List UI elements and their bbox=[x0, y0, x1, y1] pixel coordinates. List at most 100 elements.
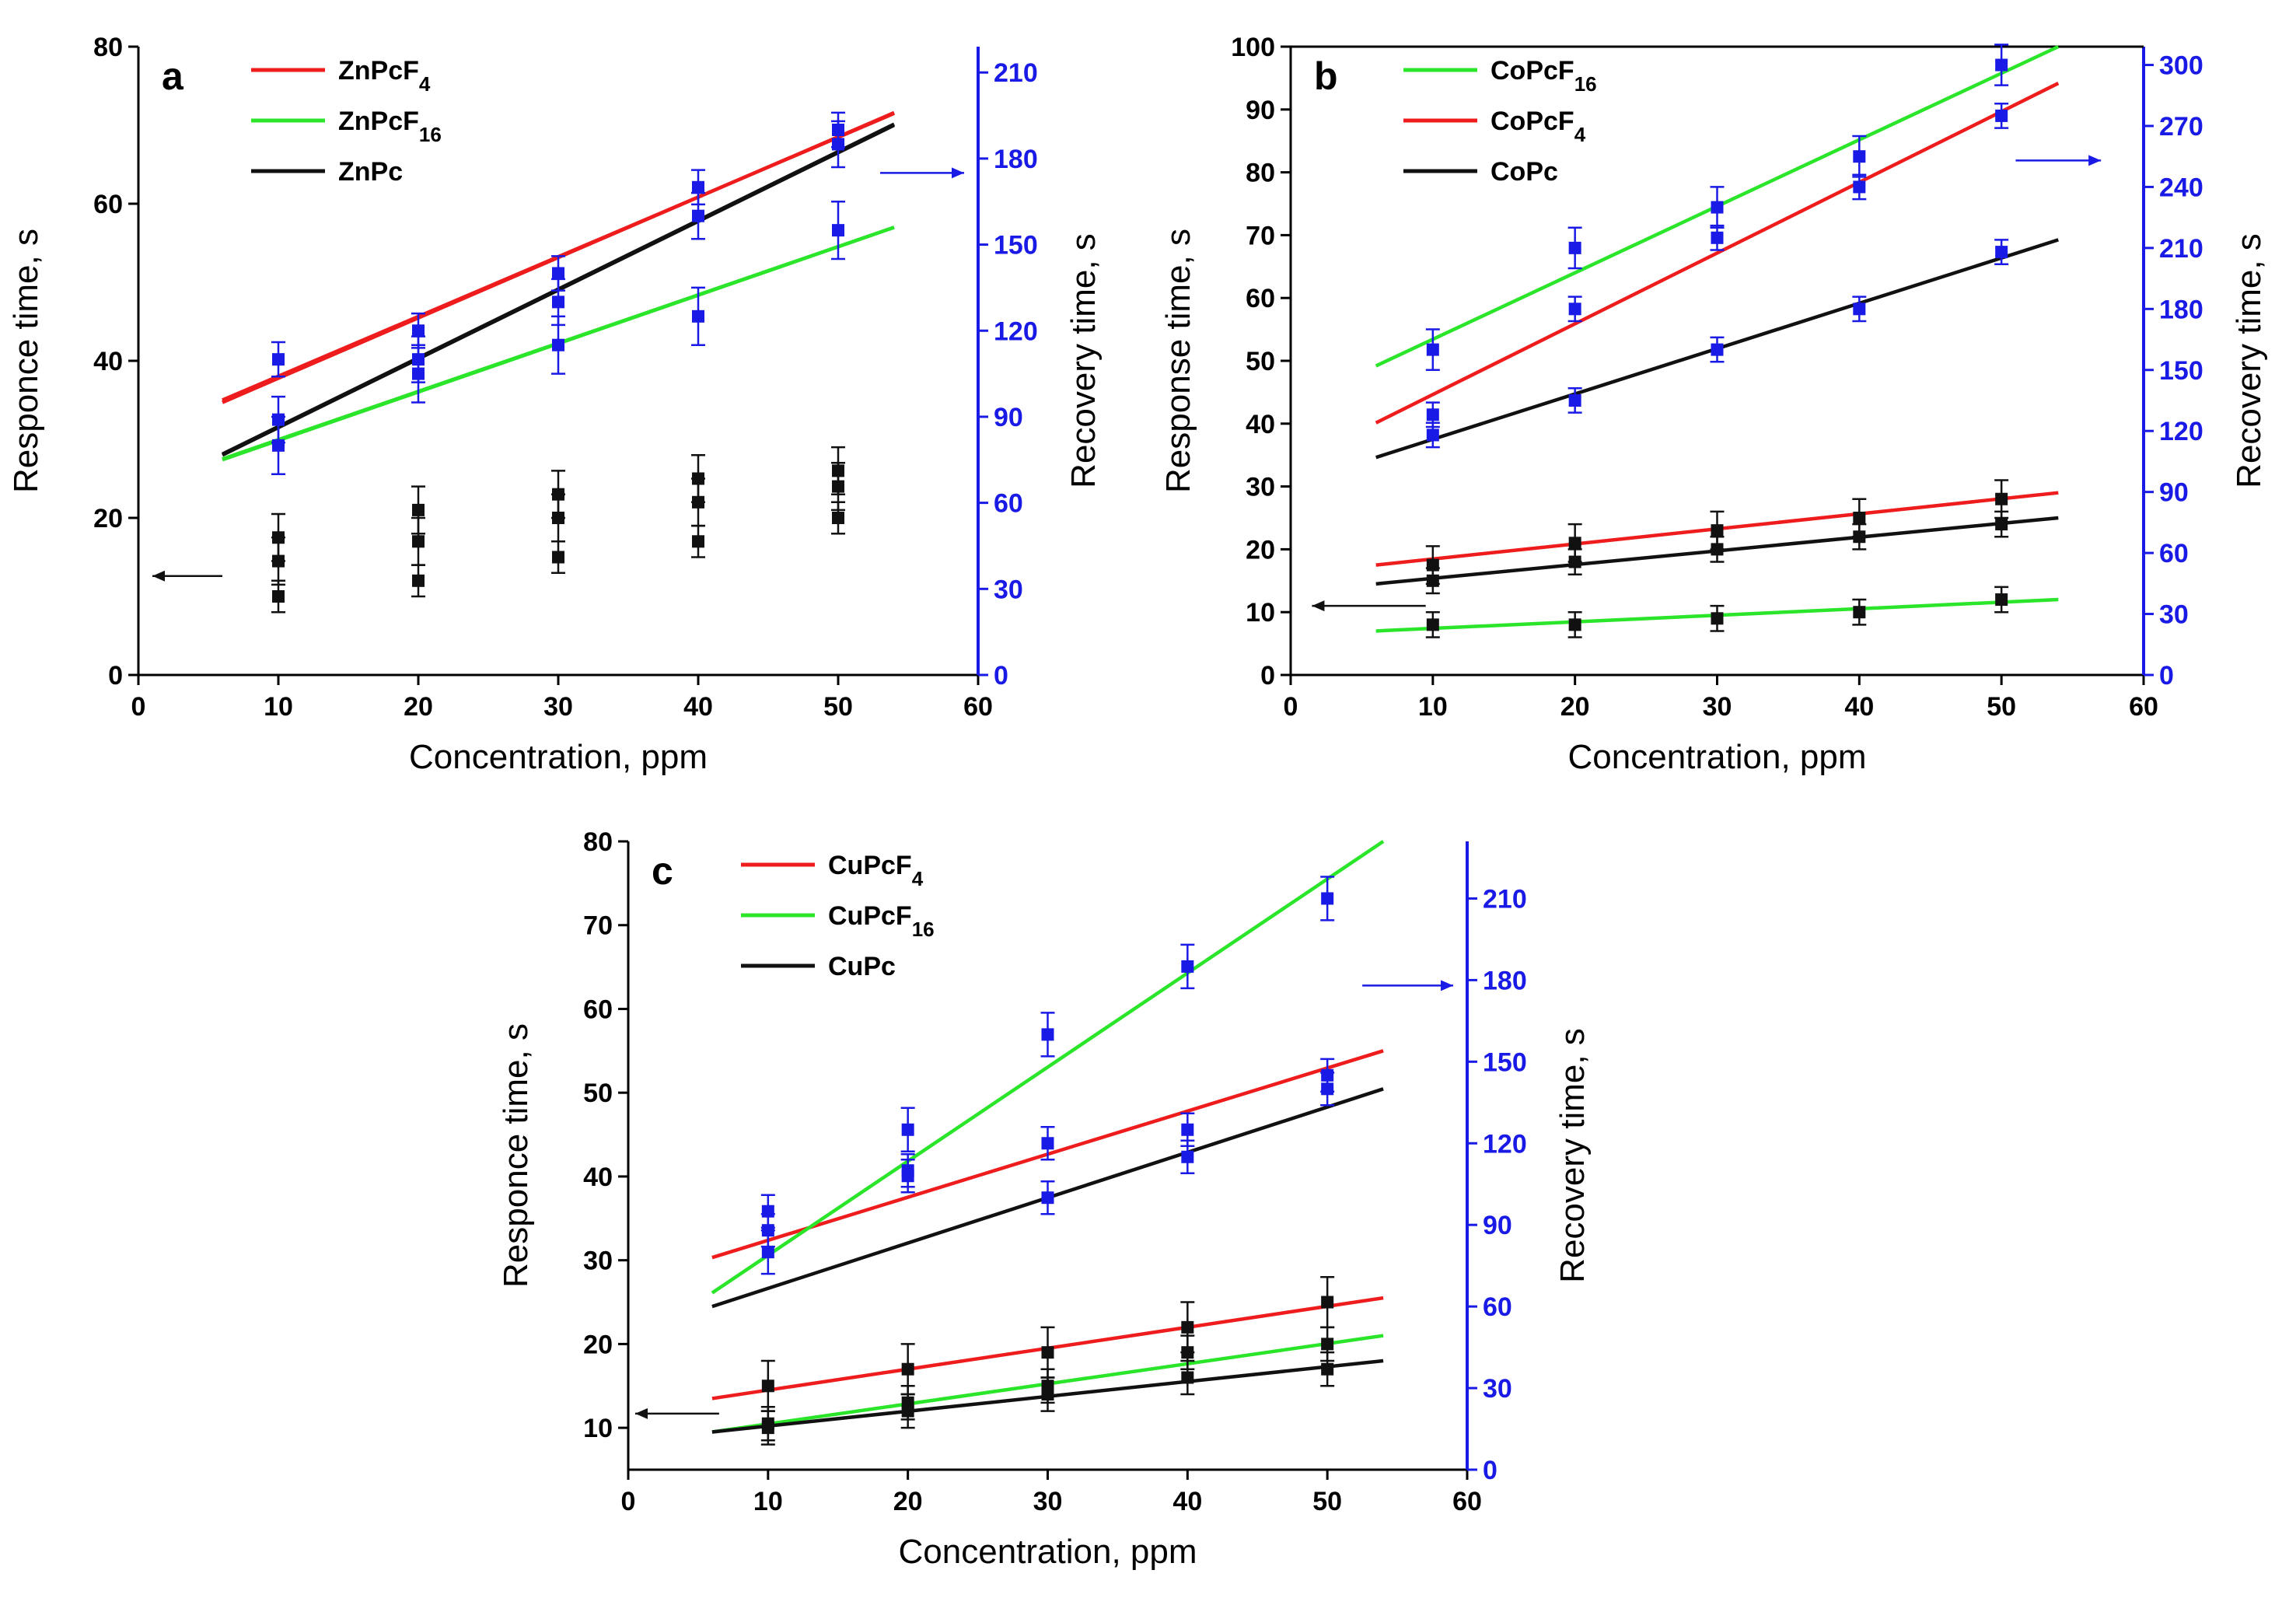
left-y-tick-label: 10 bbox=[1246, 598, 1275, 628]
left-y-tick-label: 70 bbox=[583, 911, 613, 941]
right-y-tick-label: 210 bbox=[994, 58, 1038, 88]
data-point bbox=[1568, 555, 1581, 568]
x-tick-label: 0 bbox=[1284, 692, 1298, 722]
data-point bbox=[1853, 150, 1866, 163]
right-y-tick-label: 0 bbox=[994, 661, 1008, 691]
x-tick-label: 40 bbox=[1172, 1487, 1202, 1516]
data-point bbox=[412, 535, 425, 548]
right-y-tick-label: 180 bbox=[1483, 966, 1527, 995]
right-y-tick-label: 120 bbox=[1483, 1129, 1527, 1159]
legend-label: CuPcF4 bbox=[828, 851, 924, 890]
left-y-tick-label: 90 bbox=[1246, 96, 1275, 125]
data-point bbox=[1426, 618, 1439, 631]
data-point bbox=[1853, 180, 1866, 194]
legend-label: ZnPcF4 bbox=[338, 56, 431, 96]
left-y-axis-label: Responce time, s bbox=[7, 229, 45, 493]
left-y-tick-label: 30 bbox=[583, 1247, 613, 1276]
data-point bbox=[1568, 241, 1581, 254]
fit-line bbox=[1375, 82, 2060, 425]
x-tick-label: 10 bbox=[1418, 692, 1448, 722]
data-point bbox=[1995, 492, 2008, 505]
data-point bbox=[1995, 109, 2008, 122]
data-point bbox=[692, 180, 704, 194]
legend-subscript: 4 bbox=[912, 867, 924, 890]
x-tick-label: 60 bbox=[963, 692, 993, 722]
data-point bbox=[1853, 530, 1866, 544]
right-y-tick-label: 150 bbox=[994, 231, 1038, 261]
legend-label: ZnPc bbox=[338, 157, 403, 187]
legend-item: CoPc bbox=[1403, 157, 1558, 187]
left-y-axis-label: Responce time, s bbox=[497, 1023, 535, 1288]
data-point bbox=[1181, 1346, 1194, 1359]
data-point bbox=[1711, 343, 1724, 356]
left-y-tick-label: 100 bbox=[1231, 33, 1275, 62]
data-point bbox=[761, 1246, 774, 1259]
data-point bbox=[1041, 1346, 1054, 1359]
left-y-tick-label: 40 bbox=[1246, 410, 1275, 439]
data-point bbox=[692, 309, 704, 323]
left-y-tick-label: 40 bbox=[93, 347, 123, 376]
data-point bbox=[832, 512, 844, 524]
legend-label: CoPcF4 bbox=[1490, 107, 1586, 146]
left-y-tick-label: 50 bbox=[583, 1079, 613, 1108]
right-y-tick-label: 30 bbox=[2159, 600, 2189, 630]
data-point bbox=[412, 324, 425, 337]
x-tick-label: 30 bbox=[1033, 1487, 1063, 1516]
left-y-tick-label: 60 bbox=[1246, 284, 1275, 313]
data-point bbox=[761, 1421, 774, 1435]
data-point bbox=[1995, 593, 2008, 607]
data-point bbox=[901, 1123, 914, 1136]
legend-subscript: 4 bbox=[419, 72, 431, 96]
left-y-tick-label: 30 bbox=[1246, 473, 1275, 502]
data-point bbox=[1711, 524, 1724, 537]
data-point bbox=[1181, 1320, 1194, 1334]
data-point bbox=[761, 1224, 774, 1237]
left-y-tick-label: 60 bbox=[583, 995, 613, 1024]
data-point bbox=[1321, 1296, 1334, 1309]
right-y-tick-label: 90 bbox=[2159, 478, 2189, 508]
x-axis-label: Concentration, ppm bbox=[1568, 738, 1867, 776]
data-point bbox=[1568, 393, 1581, 407]
legend-item: ZnPcF16 bbox=[251, 107, 442, 146]
left-y-tick-label: 50 bbox=[1246, 347, 1275, 376]
data-point bbox=[1426, 428, 1439, 442]
right-y-tick-label: 180 bbox=[2159, 295, 2203, 324]
data-point bbox=[1426, 408, 1439, 421]
legend-subscript: 16 bbox=[912, 918, 935, 941]
panel-b: 0 10 20 30 40 50 60010203040506070809010003060… bbox=[1159, 33, 2268, 776]
data-point bbox=[1711, 201, 1724, 214]
data-point bbox=[1853, 606, 1866, 619]
data-point bbox=[1568, 302, 1581, 316]
left-y-axis-label: Response time, s bbox=[1159, 229, 1197, 493]
axis-arrow-head bbox=[2088, 155, 2102, 166]
right-y-tick-label: 150 bbox=[1483, 1047, 1527, 1077]
legend-label: CuPcF16 bbox=[828, 901, 935, 941]
legend-item: CoPcF4 bbox=[1403, 107, 1586, 146]
x-tick-label: 10 bbox=[753, 1487, 783, 1516]
right-y-tick-label: 180 bbox=[994, 145, 1038, 174]
right-y-tick-label: 90 bbox=[994, 403, 1023, 432]
right-y-axis-label: Recovery time, s bbox=[1553, 1028, 1592, 1283]
right-y-tick-label: 60 bbox=[994, 489, 1023, 519]
right-y-tick-label: 240 bbox=[2159, 173, 2203, 202]
right-y-tick-label: 30 bbox=[1483, 1374, 1512, 1404]
data-point bbox=[1711, 543, 1724, 556]
data-point bbox=[552, 512, 564, 524]
legend-item: ZnPcF4 bbox=[251, 56, 431, 96]
left-y-tick-label: 60 bbox=[93, 190, 123, 219]
data-point bbox=[1995, 58, 2008, 72]
legend-label: CuPc bbox=[828, 952, 896, 981]
x-tick-label: 10 bbox=[264, 692, 293, 722]
legend-label: ZnPcF16 bbox=[338, 107, 442, 146]
data-point bbox=[412, 503, 425, 516]
axis-arrow-head bbox=[952, 167, 964, 179]
x-axis-label: Concentration, ppm bbox=[409, 738, 708, 776]
data-point bbox=[552, 295, 564, 309]
right-y-axis-label: Recovery time, s bbox=[1064, 233, 1103, 488]
data-point bbox=[1321, 1082, 1334, 1096]
right-y-tick-label: 60 bbox=[1483, 1292, 1512, 1322]
x-tick-label: 30 bbox=[543, 692, 573, 722]
data-point bbox=[761, 1379, 774, 1393]
left-y-tick-label: 0 bbox=[108, 661, 123, 691]
x-tick-label: 60 bbox=[2129, 692, 2158, 722]
